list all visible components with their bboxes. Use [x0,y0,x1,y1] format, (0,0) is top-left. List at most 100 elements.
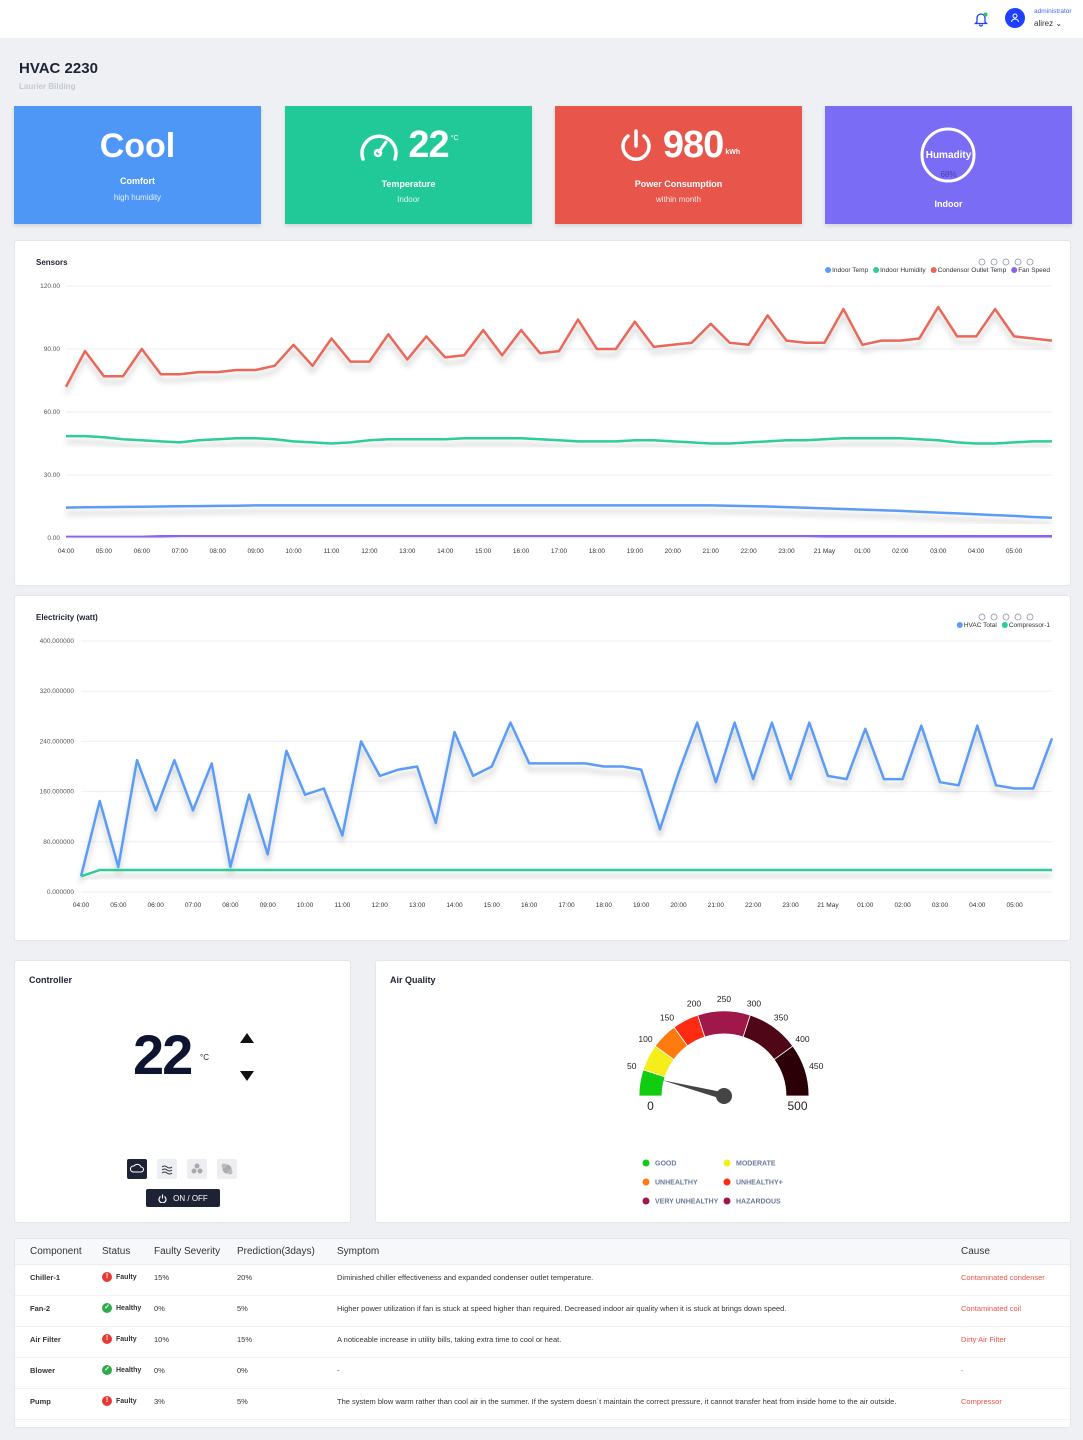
legend-marker [642,1159,650,1167]
gauge-end-label: 0 [647,1099,654,1113]
gauge-tick-label: 400 [795,1034,809,1044]
air-quality-card: Air Quality 0 50 100 150 200 250 300 350 400 450 5… [375,960,1071,1223]
gauge-tick-label: 250 [717,994,731,1004]
toolbar-icon [990,258,998,266]
fan-mode-button[interactable] [187,1159,207,1179]
x-tick-label: 08:00 [210,548,227,555]
humidity-ring [920,127,976,183]
humidity-note: Indoor [934,199,963,209]
y-tick-label: 0.000000 [47,889,74,896]
row-divider [15,1388,1070,1389]
column-header: Faulty Severity [154,1246,221,1257]
cell-symptom: A noticeable increase in utility bills, … [337,1335,562,1344]
cell-prediction: 5% [237,1397,248,1406]
x-tick-label: 22:00 [740,548,757,555]
auto-mode-button[interactable] [217,1159,237,1179]
legend-marker [1011,267,1018,273]
increase-button[interactable] [239,1031,255,1045]
series-line [66,534,1052,539]
row-divider [15,1419,1070,1420]
x-tick-label: 20:00 [665,548,682,555]
y-tick-label: 120.00 [40,283,60,290]
table-header: Component Status Faulty Severity Prediction… [15,1239,1070,1265]
table-body: Chiller-1 15% 20% Diminished chiller effect… [15,1265,1070,1427]
x-tick-label: 19:00 [633,902,650,909]
x-tick-label: 21 May [817,902,839,909]
power-row: 980 kWh [555,124,802,167]
x-tick-label: 09:00 [260,902,277,909]
series-line [64,305,1053,388]
series-line [80,868,1052,878]
legend-label: Compressor-1 [1009,622,1051,629]
y-tick-label: 0.00 [47,535,60,542]
temperature-row: 22 °C [285,124,532,167]
x-tick-label: 12:00 [361,548,378,555]
x-tick-label: 08:00 [222,902,239,909]
gauge-end-label: 500 [787,1099,807,1113]
legend-label: UNHEALTHY+ [736,1180,783,1187]
x-tick-label: 06:00 [148,902,165,909]
legend-label: GOOD [655,1161,676,1168]
legend-marker [825,267,832,273]
legend-label: MODERATE [736,1161,776,1168]
mode-note: high humidity [113,193,162,202]
legend-marker [642,1197,650,1205]
x-tick-label: 11:00 [335,902,351,909]
x-tick-label: 19:00 [627,548,644,555]
cell-symptom: The system blow warm rather than cool ai… [337,1397,897,1406]
temperature-value: 22 [408,124,449,166]
legend-marker [723,1178,731,1186]
sensors-card: Sensors 0.00 30.00 60.00 90.00 120.00 04:00 05… [14,240,1071,586]
status-cell: ✓ Healthy [102,1365,141,1375]
x-tick-label: 05:00 [96,548,113,555]
status-icon: ✓ [102,1365,112,1375]
legend-label: Indoor Humidity [880,267,926,274]
user-name[interactable]: alirez ⌄ [1034,19,1063,28]
controller-title: Controller [29,975,73,985]
cell-severity: 15% [154,1273,170,1282]
notification-bell[interactable] [973,11,989,27]
legend-label: VERY UNHEALTHY [655,1199,719,1206]
series-line [66,434,1052,445]
status-label: Faulty [116,1335,137,1343]
x-tick-label: 16:00 [521,902,538,909]
x-tick-label: 04:00 [968,548,985,555]
series-line [79,721,1054,877]
status-cell: ! Faulty [102,1334,137,1344]
status-cell: ! Faulty [102,1272,137,1282]
status-icon: ! [102,1334,112,1344]
y-tick-label: 240.000000 [40,738,75,745]
cell-severity: 0% [154,1366,165,1375]
x-tick-label: 04:00 [58,548,75,555]
cell-component: Fan-2 [30,1304,51,1313]
gauge-hub [716,1088,732,1104]
cool-mode-button[interactable] [127,1159,147,1179]
x-tick-label: 06:00 [134,548,151,555]
decrease-button[interactable] [239,1069,255,1083]
y-tick-label: 90.00 [44,346,61,353]
row-divider [15,1326,1070,1327]
x-tick-label: 05:00 [1007,902,1024,909]
power-button[interactable]: ON / OFF [146,1189,220,1207]
gauge-needle [662,1080,725,1100]
power-unit: kWh [725,149,741,156]
x-tick-label: 13:00 [399,548,416,555]
electricity-chart: Electricity (watt) 0.000000 80.000000 160.… [36,613,1054,909]
legend-label: Indoor Temp [832,267,868,274]
column-header: Component [30,1246,82,1257]
avatar[interactable] [1005,8,1025,28]
gauge-tick-label: 100 [638,1034,652,1044]
legend-marker [956,622,963,628]
cell-cause: Contaminated condenser [961,1273,1045,1282]
status-icon: ! [102,1396,112,1406]
page-title: HVAC 2230 [19,60,98,77]
legend-marker [873,267,880,273]
x-tick-label: 21 May [814,548,836,555]
column-header: Cause [961,1246,990,1257]
temperature-note: Indoor [397,195,420,204]
power-card: 980 kWh Power Consumption within month [555,106,802,224]
x-tick-label: 20:00 [670,902,687,909]
dry-mode-button[interactable] [157,1159,177,1179]
x-tick-label: 17:00 [558,902,575,909]
setpoint-value: 22 [133,1023,193,1086]
